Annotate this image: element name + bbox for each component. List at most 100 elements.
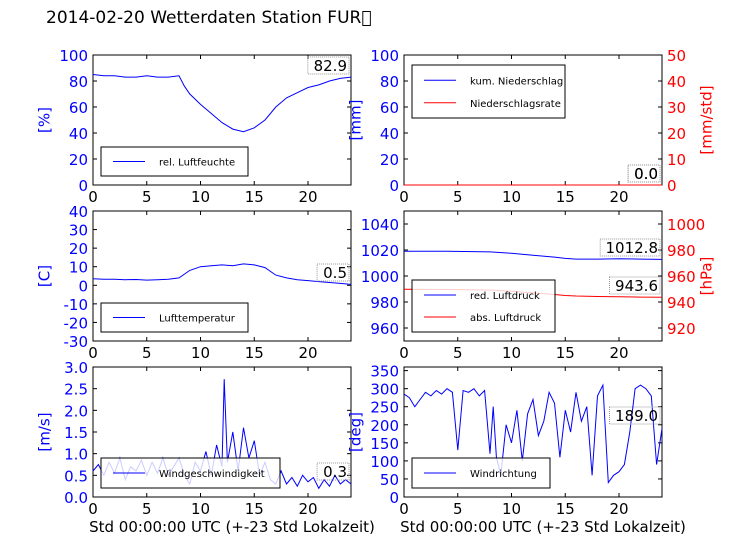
y-tick-label: 960 <box>370 320 399 338</box>
x-tick-label: 10 <box>502 500 521 518</box>
y-tick-label: 100 <box>370 453 399 471</box>
series-line-red-luftdruck <box>404 250 663 260</box>
x-tick-label: 20 <box>609 188 628 206</box>
y2-tick-label: 920 <box>667 320 696 338</box>
y2-tick-label: 40 <box>667 73 686 91</box>
x-tick-label: 20 <box>609 500 628 518</box>
last-value-box <box>316 462 350 481</box>
x-tick-label: 20 <box>298 344 317 362</box>
legend-label: rel. Luftfeuchte <box>159 158 235 169</box>
y-tick-label: 80 <box>69 73 88 91</box>
x-tick-label: 15 <box>556 188 575 206</box>
y-tick-label: 2.0 <box>64 402 88 420</box>
last-value-label: 0.3 <box>323 463 347 481</box>
x-axis-label: Std 00:00:00 UTC (+-23 Std Lokalzeit) <box>400 518 686 536</box>
x-tick-label: 20 <box>298 188 317 206</box>
x-tick-label: 0 <box>88 344 98 362</box>
x-tick-label: 5 <box>453 344 463 362</box>
legend-label: Windgeschwindigkeit <box>159 469 265 480</box>
y-tick-label: -10 <box>64 296 89 314</box>
y-tick-label: 980 <box>370 294 399 312</box>
y2-tick-label: 960 <box>667 268 696 286</box>
y-tick-label: 2.5 <box>64 381 88 399</box>
y-tick-label: 0 <box>78 177 88 195</box>
x-tick-label: 5 <box>453 500 463 518</box>
y-axis-label: [mm] <box>347 100 365 141</box>
y2-tick-label: 10 <box>667 151 686 169</box>
series-line-lufttemperatur <box>92 263 352 285</box>
x-tick-label: 15 <box>245 500 264 518</box>
last-value-box <box>609 406 661 425</box>
y-tick-label: 50 <box>380 471 399 489</box>
y2-tick-label: 980 <box>667 242 696 260</box>
y-tick-label: -20 <box>64 314 89 332</box>
y2-tick-label: 1000 <box>667 216 705 234</box>
y2-tick-label: 50 <box>667 47 686 65</box>
y-tick-label: 40 <box>69 125 88 143</box>
y2-axis-label: [mm/std] <box>698 85 716 154</box>
series-line-windrichtung <box>403 383 663 485</box>
x-tick-label: 10 <box>191 500 210 518</box>
x-tick-label: 5 <box>142 500 152 518</box>
legend-label: abs. Luftdruck <box>470 313 541 324</box>
y-tick-label: 1.0 <box>64 446 88 464</box>
y-tick-label: 100 <box>370 47 399 65</box>
y-tick-label: 20 <box>69 240 88 258</box>
last-value-box <box>316 263 350 282</box>
x-axis-label: Std 00:00:00 UTC (+-23 Std Lokalzeit) <box>89 518 375 536</box>
x-tick-label: 10 <box>502 344 521 362</box>
y-tick-label: 1000 <box>361 268 399 286</box>
y-tick-label: 1040 <box>361 216 399 234</box>
series-line-rel-luftfeuchte <box>92 74 352 133</box>
legend-label: Windrichtung <box>470 469 537 480</box>
y-tick-label: 3.0 <box>64 359 88 377</box>
last-value-label: 0.5 <box>323 264 347 282</box>
y-tick-label: 60 <box>69 99 88 117</box>
x-tick-label: 0 <box>399 188 409 206</box>
x-tick-label: 15 <box>556 500 575 518</box>
y-tick-label: 0 <box>78 277 88 295</box>
x-tick-label: 20 <box>609 344 628 362</box>
y-tick-label: 250 <box>370 399 399 417</box>
legend-label: kum. Niederschlag <box>470 76 563 87</box>
y-tick-label: 300 <box>370 381 399 399</box>
y-tick-label: 40 <box>380 125 399 143</box>
y-tick-label: -30 <box>64 333 89 351</box>
y-tick-label: 150 <box>370 435 399 453</box>
x-tick-label: 15 <box>245 188 264 206</box>
y-tick-label: 0.0 <box>64 489 88 507</box>
y2-axis-label: [hPa] <box>698 257 716 296</box>
y-tick-label: 10 <box>69 259 88 277</box>
y-tick-label: 100 <box>59 47 88 65</box>
y-tick-label: 20 <box>69 151 88 169</box>
legend-box <box>411 279 556 333</box>
x-tick-label: 10 <box>191 344 210 362</box>
legend-box <box>411 64 566 119</box>
y-tick-label: 1.5 <box>64 424 88 442</box>
y-axis-label: [C] <box>36 265 54 287</box>
last-value-label: 1012.8 <box>606 239 659 257</box>
y-axis-label: [m/s] <box>36 412 54 451</box>
y2-tick-label: 20 <box>667 125 686 143</box>
x-tick-label: 5 <box>142 188 152 206</box>
y-tick-label: 0 <box>389 177 399 195</box>
y-tick-label: 60 <box>380 99 399 117</box>
x-tick-label: 0 <box>399 344 409 362</box>
y-tick-label: 0 <box>389 489 399 507</box>
last-value-box <box>599 238 661 257</box>
legend-label: Niederschlagsrate <box>470 99 561 110</box>
y2-tick-label: 940 <box>667 294 696 312</box>
y-axis-label: [%] <box>36 107 54 133</box>
y-tick-label: 200 <box>370 417 399 435</box>
y-tick-label: 350 <box>370 363 399 381</box>
y-tick-label: 0.5 <box>64 467 88 485</box>
last-value-label: 943.6 <box>615 277 658 295</box>
y2-tick-label: 0 <box>667 177 677 195</box>
x-tick-label: 5 <box>142 344 152 362</box>
x-tick-label: 10 <box>502 188 521 206</box>
legend-box <box>411 457 551 489</box>
last-value-box <box>307 56 350 75</box>
x-tick-label: 20 <box>298 500 317 518</box>
y2-tick-label: 30 <box>667 99 686 117</box>
x-tick-label: 0 <box>88 188 98 206</box>
